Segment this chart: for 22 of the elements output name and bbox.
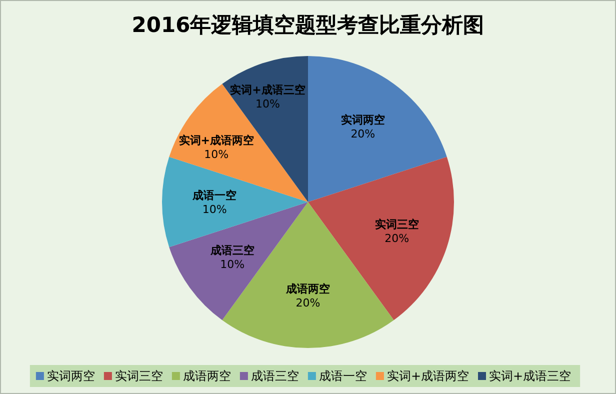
legend-label: 实词三空: [114, 369, 163, 383]
chart-title: 2016年逻辑填空题型考查比重分析图: [132, 13, 484, 37]
slice-label: 成语一空: [192, 189, 237, 202]
slice-label: 实词+成语三空: [230, 83, 306, 96]
legend-label: 实词+成语两空: [386, 369, 469, 383]
slice-label: 实词三空: [374, 218, 419, 231]
slice-label: 成语两空: [285, 282, 330, 296]
data-label: 10%: [255, 97, 280, 110]
data-label: 20%: [350, 127, 376, 140]
slice-label: 成语三空: [209, 244, 254, 257]
slice-label: 实词两空: [340, 113, 385, 126]
legend-label: 成语两空: [182, 369, 231, 383]
slice-label: 实词+成语两空: [178, 134, 254, 148]
data-label: 20%: [384, 232, 410, 245]
data-label: 10%: [220, 258, 245, 271]
legend-label: 实词两空: [46, 369, 95, 383]
legend-label: 成语一空: [318, 369, 367, 383]
legend-label: 实词+成语三空: [489, 369, 572, 383]
legend-label: 成语三空: [250, 369, 299, 383]
data-label: 10%: [202, 203, 227, 216]
data-label: 20%: [296, 296, 320, 310]
data-label: 10%: [204, 148, 229, 162]
